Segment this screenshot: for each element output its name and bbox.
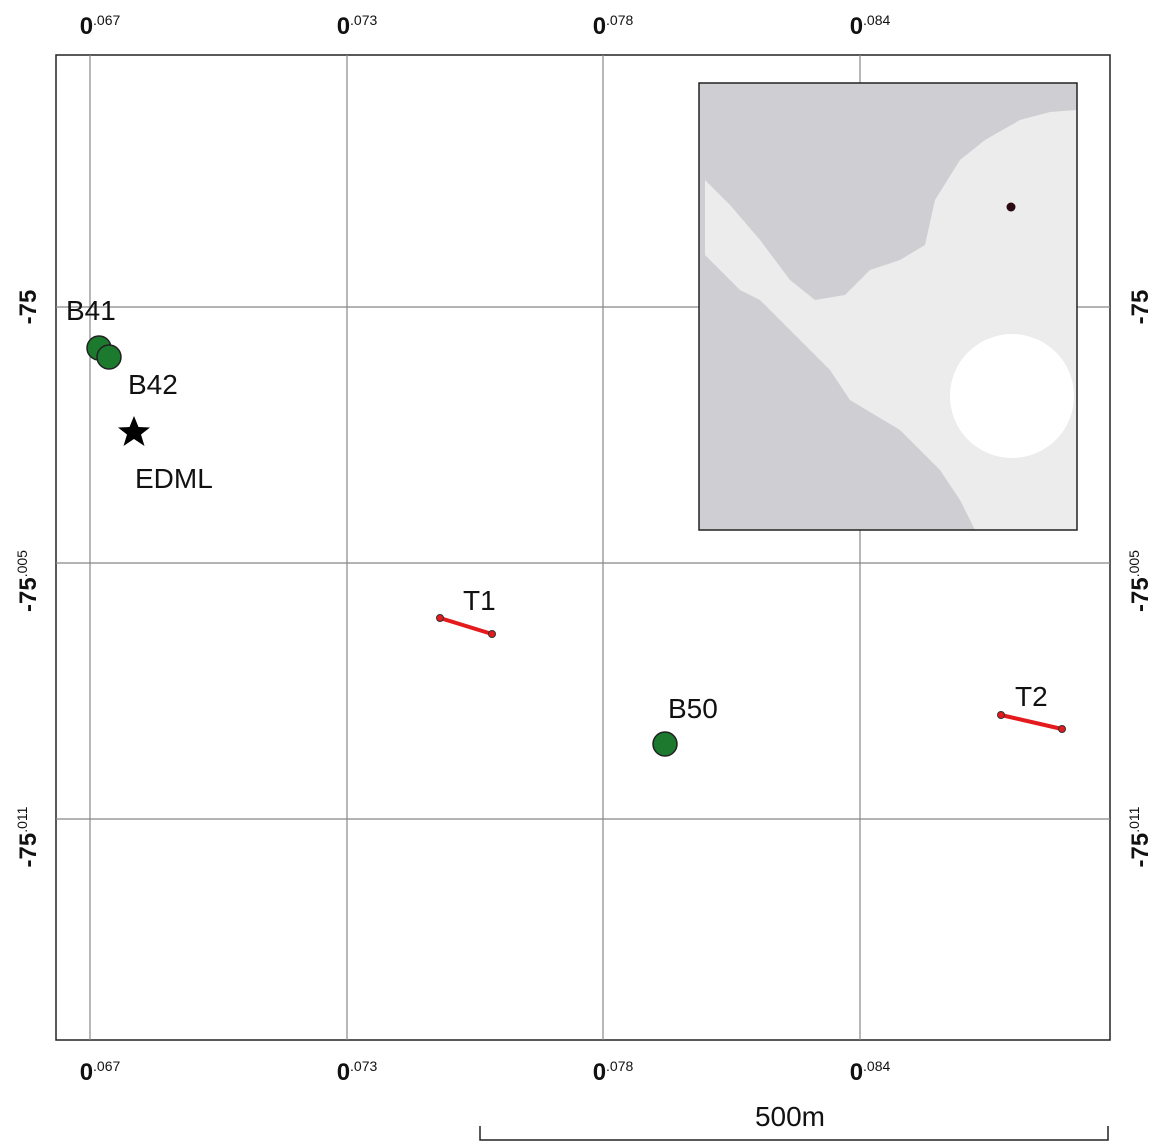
tick-main: 0 — [80, 13, 93, 40]
tick-sup: .011 — [14, 806, 30, 832]
site-label: EDML — [135, 463, 213, 494]
tick-main: -75 — [1127, 290, 1154, 325]
scale-line — [479, 1126, 1109, 1141]
transect-line — [439, 616, 493, 636]
tick-sup: .067 — [93, 1058, 120, 1074]
tick-labels: 0.0670.0670.0730.0730.0780.0780.0840.084… — [14, 12, 1154, 1086]
tick-label: 0.073 — [337, 12, 378, 40]
tick-label: 0.084 — [850, 12, 891, 40]
scale-label: 500m — [755, 1101, 825, 1132]
transect-end — [1058, 725, 1066, 733]
tick-main: -75 — [1127, 577, 1154, 612]
tick-label: -75.005 — [14, 550, 42, 612]
tick-sup: .084 — [863, 1058, 890, 1074]
tick-main: 0 — [337, 1059, 350, 1086]
inset-map — [698, 82, 1078, 531]
tick-label: 0.073 — [337, 1058, 378, 1086]
site-label: B50 — [668, 693, 718, 724]
site-marker — [652, 731, 678, 757]
site-star — [118, 416, 150, 446]
inset-location — [1006, 202, 1016, 212]
tick-label: 0.078 — [593, 12, 634, 40]
scale-bar: 500m — [479, 1101, 1109, 1141]
transect-label: T2 — [1015, 681, 1048, 712]
tick-sup: .084 — [863, 12, 890, 28]
grid — [56, 55, 1110, 1040]
tick-label: -75 — [15, 290, 42, 325]
tick-main: 0 — [337, 13, 350, 40]
tick-main: 0 — [850, 13, 863, 40]
tick-label: 0.067 — [80, 1058, 121, 1086]
tick-sup: .005 — [14, 550, 30, 577]
tick-sup: .073 — [350, 12, 377, 28]
tick-label: -75.011 — [14, 806, 42, 867]
tick-label: 0.078 — [593, 1058, 634, 1086]
site-label: B41 — [66, 295, 116, 326]
site-marker — [96, 344, 122, 370]
tick-main: 0 — [80, 1059, 93, 1086]
tick-main: 0 — [593, 1059, 606, 1086]
sites — [86, 335, 678, 757]
site-label: B42 — [128, 369, 178, 400]
transect-end — [488, 630, 496, 638]
tick-label: -75.011 — [1126, 806, 1154, 867]
tick-label: -75 — [1127, 290, 1154, 325]
tick-label: 0.067 — [80, 12, 121, 40]
transect-end — [997, 711, 1005, 719]
transect-end — [436, 614, 444, 622]
tick-label: -75.005 — [1126, 550, 1154, 612]
tick-sup: .067 — [93, 12, 120, 28]
tick-sup: .011 — [1126, 806, 1142, 832]
inset-land — [898, 290, 935, 370]
transect-label: T1 — [463, 585, 496, 616]
tick-main: -75 — [15, 833, 42, 868]
tick-sup: .078 — [606, 1058, 633, 1074]
tick-sup: .005 — [1126, 550, 1142, 577]
tick-main: -75 — [1127, 833, 1154, 868]
inset-pole-hole — [950, 334, 1074, 458]
labels: B41 B42 EDML B50 T1 T2 — [66, 295, 1048, 724]
tick-sup: .078 — [606, 12, 633, 28]
transects — [436, 614, 1066, 733]
tick-label: 0.084 — [850, 1058, 891, 1086]
tick-main: -75 — [15, 577, 42, 612]
tick-main: 0 — [593, 13, 606, 40]
inset-frame — [698, 82, 1078, 531]
tick-main: 0 — [850, 1059, 863, 1086]
transect-line — [1000, 713, 1063, 731]
tick-sup: .073 — [350, 1058, 377, 1074]
tick-main: -75 — [15, 290, 42, 325]
